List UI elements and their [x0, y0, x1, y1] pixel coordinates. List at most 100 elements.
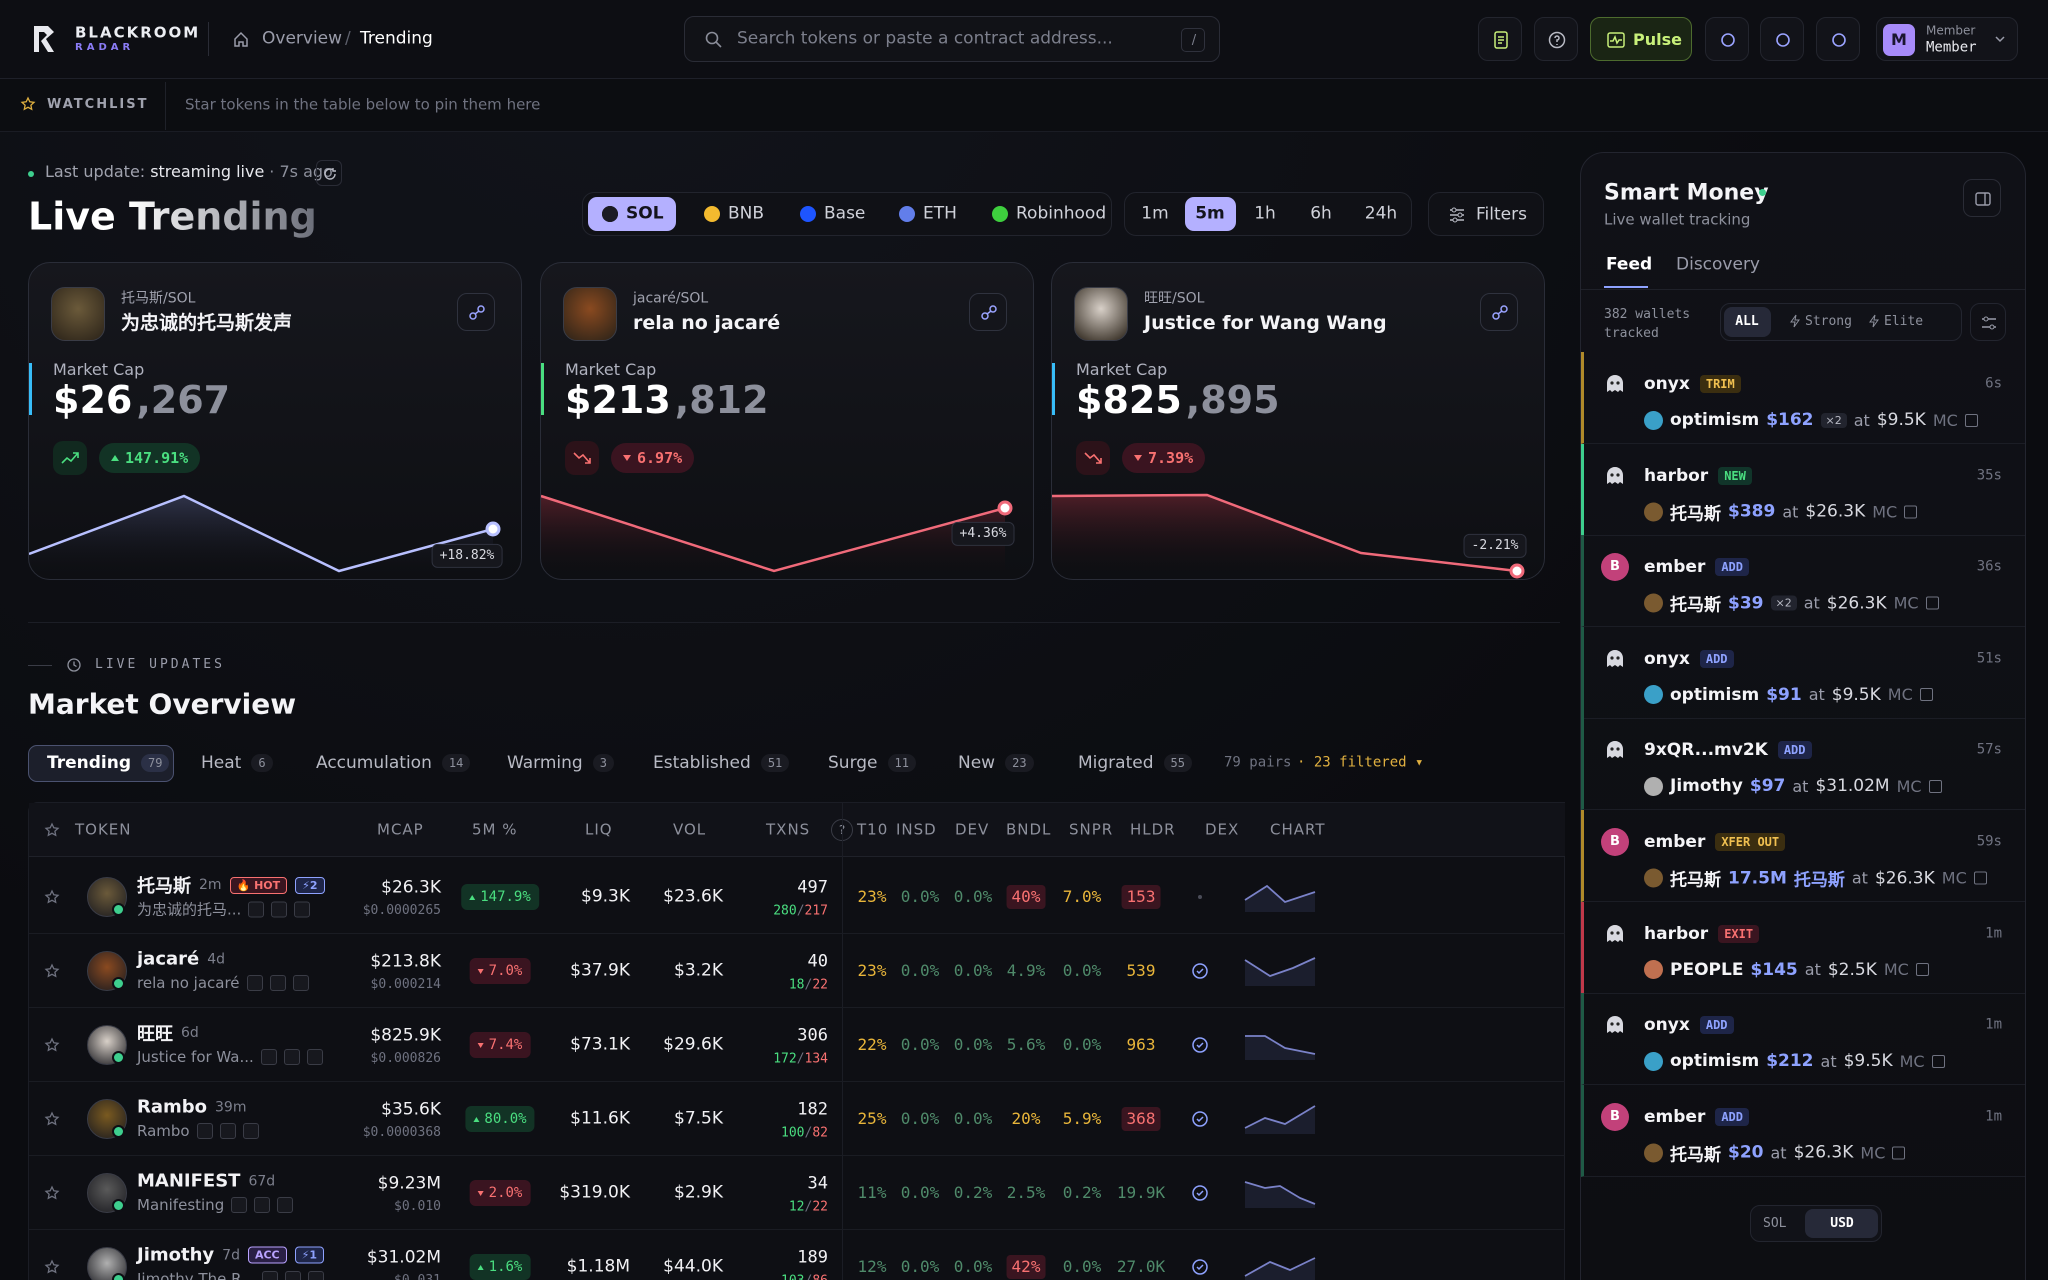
- breadcrumb-link[interactable]: Overview: [262, 28, 343, 49]
- icon-button[interactable]: [1705, 17, 1749, 61]
- feed-item[interactable]: [1581, 626, 2025, 719]
- currency-option[interactable]: SOL: [1763, 1215, 1787, 1231]
- star-button[interactable]: [44, 889, 60, 904]
- column-header[interactable]: TOKEN: [75, 820, 132, 839]
- feed-filter[interactable]: ALL: [1735, 313, 1759, 329]
- external-link[interactable]: [1904, 505, 1918, 519]
- social-link[interactable]: [262, 1271, 279, 1280]
- trending-card[interactable]: 托马斯/SOL 为忠诚的托马斯发声 Market Cap $26,267 147.91%…: [28, 262, 522, 580]
- external-link[interactable]: [1892, 1146, 1906, 1160]
- filter-tab[interactable]: Established 51: [653, 753, 790, 773]
- filter-tab[interactable]: Surge 11: [828, 753, 916, 773]
- chain-option[interactable]: SOL: [588, 197, 676, 231]
- column-header[interactable]: BNDL: [1006, 820, 1052, 839]
- filter-tab[interactable]: Trending 79: [47, 753, 170, 773]
- social-link[interactable]: [246, 975, 263, 991]
- social-link[interactable]: [248, 901, 265, 917]
- column-header[interactable]: T10: [857, 820, 889, 839]
- currency-option[interactable]: USD: [1830, 1215, 1854, 1231]
- filter-settings[interactable]: [1970, 303, 2006, 341]
- chain-option[interactable]: Base: [786, 197, 878, 231]
- social-link[interactable]: [292, 975, 309, 991]
- social-link[interactable]: [271, 901, 288, 917]
- filter-tab[interactable]: New 23: [958, 753, 1034, 773]
- external-link[interactable]: [1915, 963, 1929, 977]
- refresh-button[interactable]: [316, 160, 342, 186]
- feed-item[interactable]: [1581, 1084, 2025, 1177]
- pulse-button[interactable]: Pulse: [1590, 17, 1692, 61]
- feed-filter[interactable]: Strong: [1805, 313, 1852, 329]
- social-link[interactable]: [285, 1271, 302, 1280]
- social-link[interactable]: [196, 1123, 213, 1139]
- share-button[interactable]: [969, 293, 1007, 331]
- social-link[interactable]: [308, 1271, 325, 1280]
- social-link[interactable]: [260, 1049, 277, 1065]
- social-link[interactable]: [277, 1197, 294, 1213]
- feed-item[interactable]: [1581, 352, 2025, 444]
- external-link[interactable]: [1973, 871, 1987, 885]
- feed-item[interactable]: [1581, 810, 2025, 902]
- chain-option[interactable]: Robinhood: [978, 197, 1106, 231]
- filter-tab[interactable]: Accumulation 14: [316, 753, 471, 773]
- timeframe-option[interactable]: 6h: [1310, 203, 1332, 224]
- column-header[interactable]: CHART: [1270, 820, 1326, 839]
- table-row[interactable]: [29, 1156, 1565, 1230]
- external-link[interactable]: [1928, 779, 1942, 793]
- table-row[interactable]: [29, 860, 1565, 934]
- feed-item[interactable]: [1581, 901, 2025, 994]
- search-box[interactable]: Search tokens or paste a contract addres…: [684, 16, 1220, 62]
- share-button[interactable]: [1480, 293, 1518, 331]
- social-link[interactable]: [231, 1197, 248, 1213]
- star-button[interactable]: [44, 1111, 60, 1126]
- star-button[interactable]: [44, 1037, 60, 1052]
- star-button[interactable]: [44, 1185, 60, 1200]
- chain-option[interactable]: BNB: [690, 197, 778, 231]
- social-link[interactable]: [254, 1197, 271, 1213]
- column-header[interactable]: TXNS: [766, 820, 811, 839]
- social-link[interactable]: [306, 1049, 323, 1065]
- icon-button[interactable]: [1478, 17, 1522, 61]
- column-header[interactable]: MCAP: [377, 820, 424, 839]
- external-link[interactable]: [1964, 413, 1978, 427]
- filter-tab[interactable]: Warming 3: [507, 753, 614, 773]
- filter-tab[interactable]: Migrated 55: [1078, 753, 1192, 773]
- feed-item[interactable]: [1581, 535, 2025, 628]
- filter-tab[interactable]: Heat 6: [201, 753, 273, 773]
- column-header[interactable]: HLDR: [1130, 820, 1176, 839]
- feed-item[interactable]: [1581, 718, 2025, 811]
- table-row[interactable]: [29, 934, 1565, 1008]
- icon-button[interactable]: [1816, 17, 1860, 61]
- timeframe-option[interactable]: 5m: [1195, 203, 1225, 224]
- column-header[interactable]: 5M %: [472, 820, 518, 839]
- column-header[interactable]: SNPR: [1069, 820, 1114, 839]
- timeframe-option[interactable]: 1h: [1254, 203, 1276, 224]
- filters-button[interactable]: Filters: [1428, 192, 1544, 236]
- collapse-button[interactable]: [1963, 179, 2001, 217]
- chain-option[interactable]: ETH: [885, 197, 971, 231]
- trending-card[interactable]: 旺旺/SOL Justice for Wang Wang Market Cap $82…: [1051, 262, 1545, 580]
- trending-card[interactable]: jacaré/SOL rela no jacaré Market Cap $213,8…: [540, 262, 1034, 580]
- feed-filter[interactable]: Elite: [1884, 313, 1924, 329]
- feed-item[interactable]: [1581, 443, 2025, 536]
- table-row[interactable]: [29, 1082, 1565, 1156]
- external-link[interactable]: [1919, 688, 1933, 702]
- column-header[interactable]: VOL: [673, 820, 707, 839]
- social-link[interactable]: [283, 1049, 300, 1065]
- filtered-count[interactable]: · 23 filtered ▾: [1297, 754, 1424, 771]
- panel-tab[interactable]: Feed: [1606, 254, 1653, 275]
- member-menu[interactable]: M Member Member: [1876, 17, 2018, 61]
- icon-button[interactable]: [1534, 17, 1578, 61]
- timeframe-option[interactable]: 24h: [1364, 203, 1398, 224]
- column-header[interactable]: DEV: [955, 820, 990, 839]
- timeframe-option[interactable]: 1m: [1141, 203, 1169, 224]
- column-header[interactable]: DEX: [1205, 820, 1240, 839]
- social-link[interactable]: [219, 1123, 236, 1139]
- social-link[interactable]: [294, 901, 311, 917]
- external-link[interactable]: [1931, 1054, 1945, 1068]
- star-button[interactable]: [44, 963, 60, 978]
- social-link[interactable]: [242, 1123, 259, 1139]
- column-header[interactable]: LIQ: [585, 820, 613, 839]
- panel-tab[interactable]: Discovery: [1676, 254, 1760, 275]
- icon-button[interactable]: [1760, 17, 1804, 61]
- external-link[interactable]: [1925, 596, 1939, 610]
